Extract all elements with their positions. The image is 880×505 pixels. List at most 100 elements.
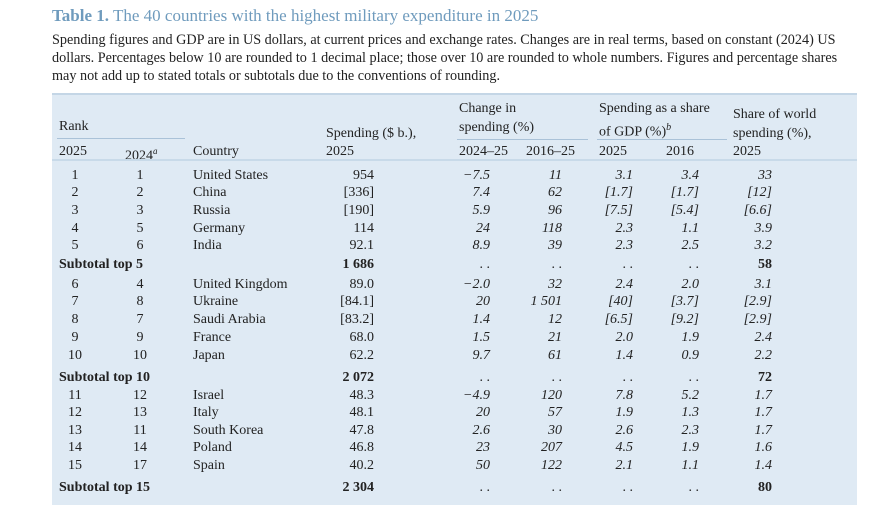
world-share-cell: [2.9] [743, 312, 772, 327]
header-gdp-1: Spending as a share [599, 101, 710, 116]
country-cell: Spain [193, 458, 225, 473]
table-row: 7 8 Ukraine [84.1] 20 1 501 [40] [3.7] [2.9] [52, 294, 857, 312]
spending-cell: 2 072 [342, 370, 375, 385]
change-2016-25-cell: 21 [548, 330, 562, 345]
gdp-share-2016-cell: . . [688, 480, 700, 495]
subtotal-row: Subtotal top 15 2 304 . . . . . . . . 80 [52, 480, 857, 498]
change-2016-25-cell: 61 [548, 348, 562, 363]
world-share-cell: 72 [758, 370, 772, 385]
header-rank-2025: 2025 [59, 144, 87, 159]
spending-cell: 46.8 [349, 440, 375, 455]
gdp-share-2025-cell: [1.7] [604, 185, 633, 200]
spending-cell: 92.1 [349, 238, 375, 253]
header-change-2016-25: 2016–25 [526, 144, 575, 159]
gdp-share-2016-cell: . . [688, 370, 700, 385]
gdp-share-2025-cell: 2.0 [615, 330, 634, 345]
gdp-share-2025-cell: [6.5] [604, 312, 633, 327]
world-share-cell: 33 [758, 168, 772, 183]
rank-2024-cell: 9 [136, 330, 144, 345]
rank-2024-cell: 11 [133, 423, 147, 438]
change-2024-25-cell: 1.4 [472, 312, 491, 327]
table-row: 10 10 Japan 62.2 9.7 61 1.4 0.9 2.2 [52, 348, 857, 366]
change-2016-25-cell: 118 [542, 221, 562, 236]
country-cell: Japan [193, 348, 225, 363]
gdp-share-2016-cell: [3.7] [670, 294, 699, 309]
gdp-share-2016-cell: 5.2 [681, 388, 700, 403]
rank-2024-cell: 12 [133, 388, 147, 403]
rank-2025-cell: 12 [68, 405, 82, 420]
change-2024-25-cell: 9.7 [472, 348, 491, 363]
country-cell: South Korea [193, 423, 264, 438]
change-2016-25-cell: 1 501 [530, 294, 563, 309]
country-cell: France [193, 330, 232, 345]
header-gdp-2025: 2025 [599, 144, 627, 159]
rank-2024-cell: 13 [133, 405, 147, 420]
rank-2024-cell: 2 [136, 185, 144, 200]
change-2024-25-cell: 5.9 [472, 203, 491, 218]
spending-cell: 2 304 [342, 480, 375, 495]
change-2024-25-cell: 2.6 [472, 423, 491, 438]
rank-2025-cell: 15 [68, 458, 82, 473]
world-share-cell: [2.9] [743, 294, 772, 309]
country-cell: Germany [193, 221, 246, 236]
subtotal-label: Subtotal top 15 [59, 480, 151, 495]
change-2024-25-cell: −4.9 [463, 388, 490, 403]
spending-cell: 62.2 [349, 348, 375, 363]
gdp-share-2016-cell: [1.7] [670, 185, 699, 200]
gdp-share-2025-cell: 3.1 [615, 168, 634, 183]
change-2024-25-cell: 23 [476, 440, 490, 455]
rank-2025-cell: 9 [71, 330, 79, 345]
change-2016-25-cell: . . [551, 257, 563, 272]
rank-2025-cell: 14 [68, 440, 82, 455]
rank-2025-cell: 7 [71, 294, 79, 309]
gdp-share-2016-cell: [9.2] [670, 312, 699, 327]
military-expenditure-table: Rank 2025 2024a Country Spending ($ b.),… [52, 93, 857, 505]
table-row: 11 12 Israel 48.3 −4.9 120 7.8 5.2 1.7 [52, 388, 857, 406]
table-row: 1 1 United States 954 −7.5 11 3.1 3.4 33 [52, 168, 857, 186]
gdp-share-2016-cell: 1.1 [681, 458, 700, 473]
spending-cell: [336] [343, 185, 374, 200]
change-2024-25-cell: . . [479, 480, 491, 495]
table-row: 14 14 Poland 46.8 23 207 4.5 1.9 1.6 [52, 440, 857, 458]
gdp-share-2016-cell: 2.5 [681, 238, 700, 253]
rank-2024-cell: 7 [136, 312, 144, 327]
change-2016-25-cell: 96 [548, 203, 562, 218]
spending-cell: 40.2 [349, 458, 375, 473]
rank-2025-cell: 1 [71, 168, 79, 183]
spending-cell: 89.0 [349, 277, 375, 292]
gdp-share-2016-cell: 1.9 [681, 440, 700, 455]
spending-cell: [84.1] [340, 294, 374, 309]
world-share-cell: 2.2 [754, 348, 773, 363]
gdp-share-2016-cell: [5.4] [670, 203, 699, 218]
rank-2024-cell: 8 [136, 294, 144, 309]
world-share-cell: [6.6] [743, 203, 772, 218]
table-row: 2 2 China [336] 7.4 62 [1.7] [1.7] [12] [52, 185, 857, 203]
gdp-share-2016-cell: 2.0 [681, 277, 700, 292]
header-world-2: spending (%), [733, 126, 812, 141]
spending-cell: 48.3 [349, 388, 375, 403]
world-share-cell: 3.1 [754, 277, 773, 292]
rank-2025-cell: 6 [71, 277, 79, 292]
header-gdp-2: of GDP (%)b [599, 122, 672, 140]
gdp-share-2025-cell: 2.3 [615, 221, 634, 236]
gdp-share-2025-cell: 2.6 [615, 423, 634, 438]
rank-2024-cell: 4 [136, 277, 144, 292]
gdp-share-2016-cell: . . [688, 257, 700, 272]
spending-cell: 114 [353, 221, 374, 236]
gdp-share-2016-cell: 0.9 [681, 348, 700, 363]
table-row: 15 17 Spain 40.2 50 122 2.1 1.1 1.4 [52, 458, 857, 476]
table-row: 8 7 Saudi Arabia [83.2] 1.4 12 [6.5] [9.2] [2.9] [52, 312, 857, 330]
rank-2024-cell: 1 [136, 168, 144, 183]
world-share-cell: 1.7 [754, 423, 773, 438]
gdp-share-2016-cell: 1.3 [681, 405, 700, 420]
country-cell: Israel [193, 388, 225, 403]
country-cell: United States [193, 168, 269, 183]
rank-2025-cell: 4 [71, 221, 79, 236]
table-row: 6 4 United Kingdom 89.0 −2.0 32 2.4 2.0 3.1 [52, 277, 857, 295]
spending-cell: 68.0 [349, 330, 375, 345]
gdp-share-2025-cell: 2.1 [615, 458, 634, 473]
header-spending-2: 2025 [326, 144, 354, 159]
table-row: 13 11 South Korea 47.8 2.6 30 2.6 2.3 1.7 [52, 423, 857, 441]
rank-2025-cell: 2 [71, 185, 79, 200]
gdp-share-2025-cell: 7.8 [615, 388, 634, 403]
